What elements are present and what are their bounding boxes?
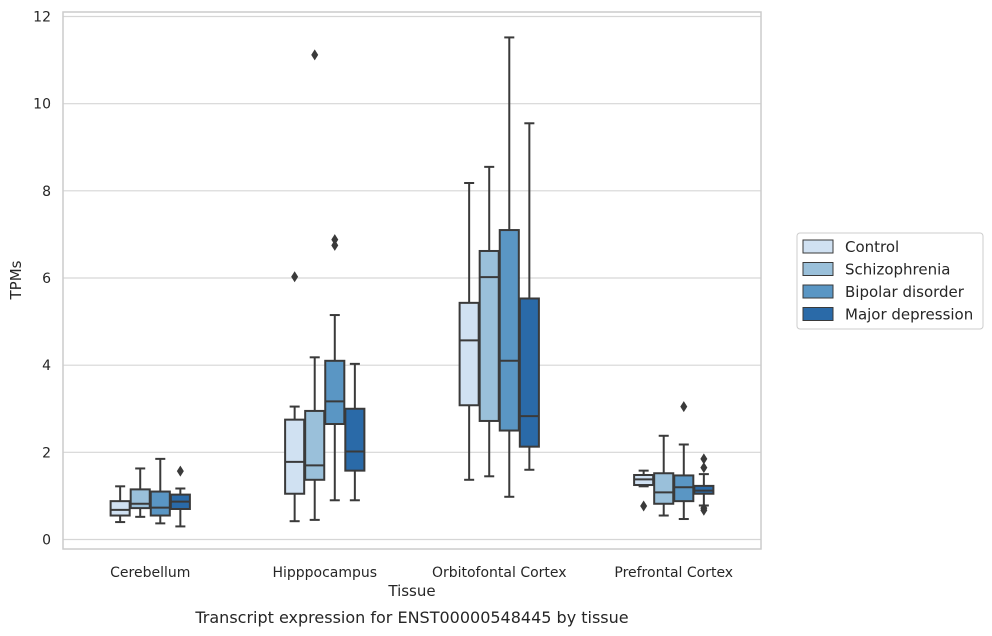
x-tick-label: Orbitofontal Cortex (432, 565, 567, 581)
y-tick-label: 6 (42, 271, 51, 287)
box-iqr (518, 297, 540, 448)
box-control (109, 485, 131, 524)
legend-frame (796, 232, 984, 330)
box-control (633, 469, 655, 512)
box-iqr (344, 407, 366, 472)
box-major-depression (169, 465, 191, 528)
box-iqr (458, 301, 480, 407)
box-iqr (324, 359, 346, 426)
outlier-point (700, 453, 708, 465)
box-iqr (284, 418, 306, 495)
outlier-point (640, 500, 648, 512)
legend-label: Control (845, 238, 899, 256)
box-bipolar-disorder (149, 457, 171, 525)
x-tick-label: Hipppocampus (272, 565, 377, 581)
box-bipolar-disorder (498, 36, 520, 498)
y-axis-label: TPMs (7, 260, 25, 300)
y-tick-labels: 0 2 4 6 8 10 12 (33, 10, 51, 549)
x-tick-labels: Cerebellum Hipppocampus Orbitofontal Corte… (110, 565, 733, 581)
box-iqr (304, 409, 326, 481)
box-major-depression (344, 362, 366, 502)
box-schizophrenia (478, 165, 500, 478)
box-control (284, 271, 306, 523)
box-iqr (129, 488, 151, 510)
outlier-point (331, 239, 339, 251)
box-iqr (149, 490, 171, 517)
box-major-depression (693, 453, 715, 516)
y-tick-label: 10 (33, 97, 51, 113)
plot-frame (62, 11, 762, 550)
legend-label: Bipolar disorder (845, 283, 965, 301)
y-tick-label: 12 (33, 10, 51, 26)
box-iqr (498, 229, 520, 432)
box-iqr (673, 474, 695, 503)
box-major-depression (518, 122, 540, 471)
legend-label: Schizophrenia (845, 261, 950, 279)
gridlines (63, 15, 761, 541)
outlier-point (311, 49, 319, 61)
y-tick-label: 2 (42, 445, 51, 461)
y-tick-label: 4 (42, 358, 51, 374)
box-schizophrenia (304, 49, 326, 521)
chart-caption: Transcript expression for ENST0000054844… (194, 608, 628, 627)
legend: Control Schizophrenia Bipolar disorder Majo… (796, 232, 984, 330)
box-plots (109, 36, 715, 528)
x-tick-label: Cerebellum (110, 565, 190, 581)
legend-swatch (802, 284, 834, 299)
box-schizophrenia (653, 434, 675, 517)
legend-label: Major depression (845, 306, 973, 324)
x-tick-label: Prefrontal Cortex (614, 565, 733, 581)
outlier-point (680, 401, 688, 413)
box-iqr (109, 500, 131, 517)
y-tick-label: 0 (42, 533, 51, 549)
box-bipolar-disorder (324, 234, 346, 502)
box-bipolar-disorder (673, 401, 695, 521)
outlier-point (700, 462, 708, 474)
y-tick-label: 8 (42, 184, 51, 200)
outlier-point (331, 234, 339, 246)
legend-swatch (802, 239, 834, 254)
box-iqr (653, 472, 675, 505)
legend-swatch (802, 262, 834, 276)
x-axis-label: Tissue (387, 582, 435, 600)
outlier-point (291, 271, 299, 283)
outlier-point (700, 502, 708, 514)
box-control (458, 181, 480, 481)
outlier-point (176, 465, 184, 477)
box-schizophrenia (129, 467, 151, 518)
legend-swatch (802, 307, 834, 321)
box-iqr (478, 249, 500, 422)
